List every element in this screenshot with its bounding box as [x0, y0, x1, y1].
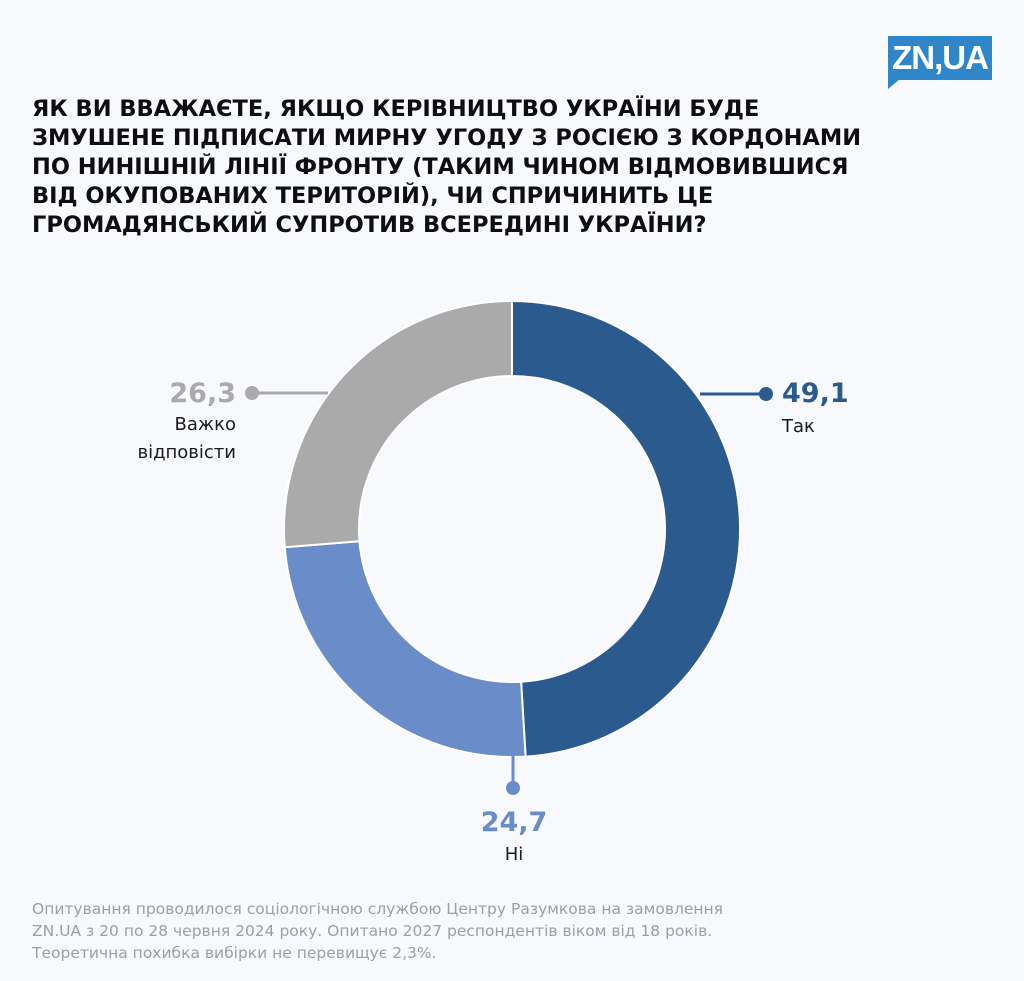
data-label-no-value: 24,7 [480, 807, 548, 838]
zn-ua-logo: ZN,UA [888, 36, 992, 89]
leader-dot-hard [245, 386, 259, 400]
data-label-hard-name-line1: Важко [174, 414, 236, 435]
survey-note-line: ZN.UA з 20 по 28 червня 2024 року. Опита… [32, 922, 713, 940]
leader-dot-yes [759, 387, 773, 401]
title-line: від окупованих територій), чи спричинить… [32, 183, 714, 209]
survey-note: Опитування проводилося соціологічною слу… [32, 898, 992, 964]
data-label-hard-name-line2: відповісти [137, 442, 236, 463]
donut-slice-no [283, 540, 527, 758]
logo-tail-shape [888, 79, 900, 89]
donut-slice-hard [283, 299, 513, 549]
survey-note-line: Опитування проводилося соціологічною слу… [32, 900, 723, 918]
data-label-no-name: Ні [504, 844, 524, 865]
leader-dot-no [506, 781, 520, 795]
logo-text: ZN,UA [892, 39, 989, 76]
title-line: Як ви вважаєте, якщо керівництво України… [32, 96, 760, 122]
title-line: змушене підписати мирну угоду з Росією з… [32, 125, 862, 151]
data-label-yes-name: Так [782, 416, 815, 437]
data-label-hard-value: 26,3 [169, 378, 236, 409]
donut-slice-yes [511, 299, 741, 758]
donut-slices [283, 299, 741, 758]
survey-note-line: Теоретична похибка вибірки не перевищує … [32, 944, 437, 962]
data-label-yes-value: 49,1 [782, 378, 849, 409]
title-line: громадянський супротив всередині України… [32, 212, 707, 238]
title-line: по нинішній лінії фронту (таким чином ві… [32, 154, 849, 180]
chart-title: Як ви вважаєте, якщо керівництво України… [32, 95, 982, 240]
